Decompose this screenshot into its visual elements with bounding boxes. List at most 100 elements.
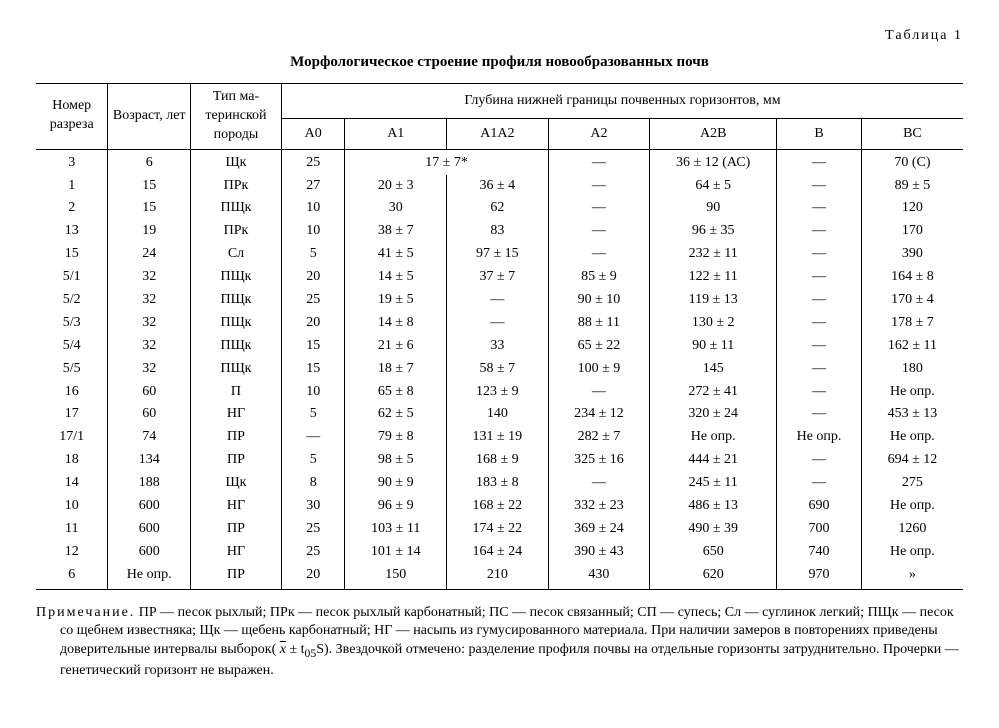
cell: 150 <box>345 564 447 589</box>
cell: 20 <box>281 564 344 589</box>
cell: 5 <box>281 449 344 472</box>
cell: — <box>548 197 650 220</box>
table-row: 5/532ПЩк1518 ± 758 ± 7100 ± 9145—180 <box>36 358 963 381</box>
cell: 700 <box>777 518 862 541</box>
cell: — <box>777 197 862 220</box>
cell: 5/1 <box>36 266 108 289</box>
cell: 168 ± 9 <box>447 449 549 472</box>
cell: 98 ± 5 <box>345 449 447 472</box>
table-row: 1760НГ562 ± 5140234 ± 12320 ± 24—453 ± 1… <box>36 403 963 426</box>
cell: ПЩк <box>190 335 281 358</box>
cell: 15 <box>281 335 344 358</box>
cell: — <box>777 335 862 358</box>
cell: 10 <box>36 495 108 518</box>
cell: — <box>777 266 862 289</box>
cell: 174 ± 22 <box>447 518 549 541</box>
footnote-pm: ± t <box>286 642 305 657</box>
cell: ПЩк <box>190 312 281 335</box>
cell: — <box>548 381 650 404</box>
table-row: 17/174ПР—79 ± 8131 ± 19282 ± 7Не опр.Не … <box>36 426 963 449</box>
cell: 320 ± 24 <box>650 403 777 426</box>
cell: 970 <box>777 564 862 589</box>
cell: 170 ± 4 <box>861 289 963 312</box>
cell: 3 <box>36 149 108 174</box>
cell: — <box>777 358 862 381</box>
cell: 178 ± 7 <box>861 312 963 335</box>
cell: 20 <box>281 312 344 335</box>
cell: Не опр. <box>777 426 862 449</box>
cell: 6 <box>36 564 108 589</box>
cell: 70 (С) <box>861 149 963 174</box>
table-row: 12600НГ25101 ± 14164 ± 24390 ± 43650740Н… <box>36 541 963 564</box>
cell: 123 ± 9 <box>447 381 549 404</box>
cell: 120 <box>861 197 963 220</box>
cell: Щк <box>190 472 281 495</box>
table-caption: Морфологическое строение профиля новообр… <box>36 54 963 71</box>
cell: 600 <box>108 518 191 541</box>
cell: 430 <box>548 564 650 589</box>
cell: 90 ± 10 <box>548 289 650 312</box>
cell: 453 ± 13 <box>861 403 963 426</box>
cell: 369 ± 24 <box>548 518 650 541</box>
cell: 33 <box>447 335 549 358</box>
cell: — <box>777 243 862 266</box>
cell: 30 <box>281 495 344 518</box>
th-bc: ВС <box>861 119 963 149</box>
cell: 58 ± 7 <box>447 358 549 381</box>
cell: — <box>777 403 862 426</box>
cell: — <box>548 149 650 174</box>
th-a2b: А2В <box>650 119 777 149</box>
cell: 234 ± 12 <box>548 403 650 426</box>
cell: 90 ± 11 <box>650 335 777 358</box>
cell: 232 ± 11 <box>650 243 777 266</box>
cell: 694 ± 12 <box>861 449 963 472</box>
th-a1: А1 <box>345 119 447 149</box>
cell: 36 ± 12 (АС) <box>650 149 777 174</box>
table-row: 1660П1065 ± 8123 ± 9—272 ± 41—Не опр. <box>36 381 963 404</box>
cell: » <box>861 564 963 589</box>
cell: — <box>777 381 862 404</box>
cell: 168 ± 22 <box>447 495 549 518</box>
cell: 600 <box>108 495 191 518</box>
cell: 490 ± 39 <box>650 518 777 541</box>
cell: 180 <box>861 358 963 381</box>
cell: 1 <box>36 175 108 198</box>
cell: Не опр. <box>861 381 963 404</box>
cell: 6 <box>108 149 191 174</box>
cell: 14 ± 8 <box>345 312 447 335</box>
cell: 275 <box>861 472 963 495</box>
cell: — <box>777 472 862 495</box>
cell: 18 <box>36 449 108 472</box>
cell: ПРк <box>190 175 281 198</box>
table-row: 215ПЩк103062—90—120 <box>36 197 963 220</box>
cell: 210 <box>447 564 549 589</box>
cell: 20 ± 3 <box>345 175 447 198</box>
cell: ПЩк <box>190 197 281 220</box>
cell: — <box>777 449 862 472</box>
table-row: 1524Сл541 ± 597 ± 15—232 ± 11—390 <box>36 243 963 266</box>
cell: 32 <box>108 335 191 358</box>
cell: 90 ± 9 <box>345 472 447 495</box>
cell: 19 ± 5 <box>345 289 447 312</box>
cell: П <box>190 381 281 404</box>
th-a0: А0 <box>281 119 344 149</box>
cell: 600 <box>108 541 191 564</box>
cell: 10 <box>281 220 344 243</box>
cell: НГ <box>190 495 281 518</box>
cell: 18 ± 7 <box>345 358 447 381</box>
footnote-sub: 05 <box>305 647 317 660</box>
th-b: В <box>777 119 862 149</box>
cell: 14 <box>36 472 108 495</box>
cell: НГ <box>190 403 281 426</box>
cell: 32 <box>108 289 191 312</box>
cell: 85 ± 9 <box>548 266 650 289</box>
cell: 245 ± 11 <box>650 472 777 495</box>
cell: 32 <box>108 358 191 381</box>
cell: 325 ± 16 <box>548 449 650 472</box>
cell: 96 ± 35 <box>650 220 777 243</box>
cell: ПР <box>190 518 281 541</box>
footnote-label: Примечание. <box>36 605 135 620</box>
th-a1a2: А1А2 <box>447 119 549 149</box>
cell: Не опр. <box>861 495 963 518</box>
cell: — <box>548 472 650 495</box>
